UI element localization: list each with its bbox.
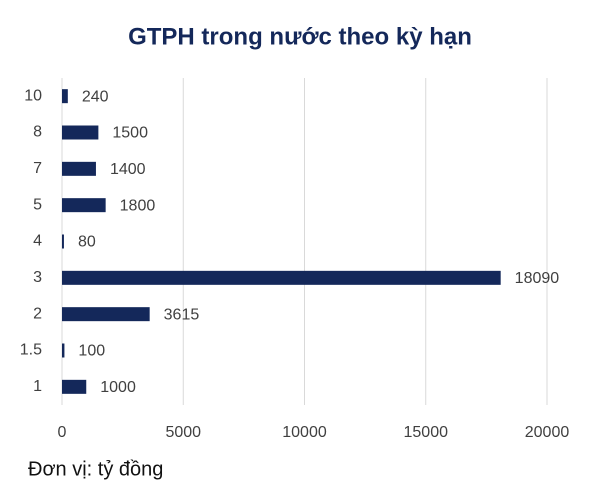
bar (62, 234, 64, 249)
x-tick-label: 20000 (525, 424, 570, 441)
value-label: 1500 (112, 125, 148, 142)
y-tick-label: 7 (33, 160, 42, 177)
bar (62, 125, 99, 140)
value-label: 100 (78, 343, 105, 360)
x-tick-label: 5000 (165, 424, 201, 441)
value-label: 3615 (164, 306, 200, 323)
value-label: 1800 (120, 197, 156, 214)
bar (62, 379, 87, 394)
y-tick-label: 2 (33, 305, 42, 322)
bar (62, 343, 65, 358)
y-tick-label: 3 (33, 269, 42, 286)
bar (62, 161, 96, 176)
x-tick-label: 15000 (404, 424, 449, 441)
bar (62, 89, 68, 104)
y-tick-label: 10 (24, 87, 42, 104)
value-label: 80 (78, 234, 96, 251)
y-tick-label: 4 (33, 233, 42, 250)
y-tick-label: 1 (33, 378, 42, 395)
x-tick-label: 0 (58, 424, 67, 441)
x-tick-label: 10000 (282, 424, 327, 441)
value-label: 240 (82, 88, 109, 105)
unit-note: Đơn vị: tỷ đồng (28, 458, 163, 480)
bar (62, 270, 501, 285)
value-label: 1400 (110, 161, 146, 178)
bar (62, 307, 150, 322)
y-tick-label: 1.5 (20, 342, 42, 359)
bar (62, 198, 106, 213)
y-tick-label: 8 (33, 124, 42, 141)
y-tick-label: 5 (33, 196, 42, 213)
chart-title: GTPH trong nước theo kỳ hạn (128, 23, 472, 50)
value-label: 18090 (515, 270, 560, 287)
value-label: 1000 (100, 379, 136, 396)
